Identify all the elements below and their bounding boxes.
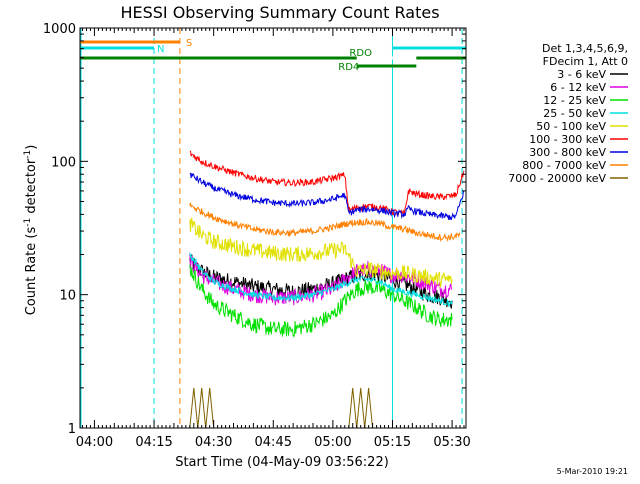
legend-header-2: FDecim 1, Att 0	[543, 55, 628, 68]
series-line	[189, 202, 461, 243]
y-tick-label: 100	[51, 155, 76, 170]
flag-label: RDO	[349, 48, 372, 59]
footer-timestamp: 5-Mar-2010 19:21	[557, 467, 628, 476]
flag-label: N	[157, 44, 164, 55]
legend-label: 12 - 25 keV	[543, 94, 606, 107]
y-tick-label: 1	[68, 422, 76, 437]
legend-label: 3 - 6 keV	[557, 68, 606, 81]
flag-label: S	[186, 38, 192, 49]
legend-label: 7000 - 20000 keV	[508, 172, 606, 185]
legend-label: 800 - 7000 keV	[522, 159, 606, 172]
x-tick-label: 05:30	[433, 435, 470, 450]
series-line	[189, 172, 465, 221]
series-line	[189, 254, 453, 310]
x-tick-label: 04:45	[255, 435, 292, 450]
x-tick-label: 05:00	[314, 435, 351, 450]
tick-labels: 1 10 100 1000 04:00 04:15 04:30 04:45 05:00 05:15…	[43, 22, 471, 450]
x-tick-label: 05:15	[374, 435, 411, 450]
axes	[79, 27, 467, 429]
legend-label: 50 - 100 keV	[536, 120, 606, 133]
chart-title: HESSI Observing Summary Count Rates	[120, 3, 439, 22]
y-label-sup1: -1	[23, 218, 33, 227]
series-line	[189, 150, 465, 216]
legend-label: 6 - 12 keV	[550, 81, 606, 94]
flag-bars: S N RDO RD4	[80, 38, 466, 73]
series-line	[189, 252, 453, 308]
y-label-mid: detector	[24, 158, 39, 218]
series-line	[189, 217, 453, 288]
y-tick-label: 1000	[43, 22, 76, 37]
flag-label: RD4	[338, 62, 359, 73]
y-label-main: Count Rate (s	[24, 227, 39, 316]
y-label-end: )	[24, 145, 39, 150]
x-tick-label: 04:30	[195, 435, 232, 450]
series-line	[189, 264, 453, 338]
series-line	[189, 387, 374, 429]
x-tick-label: 04:15	[135, 435, 172, 450]
legend: Det 1,3,4,5,6,9, FDecim 1, Att 0 3 - 6 k…	[508, 42, 628, 185]
legend-label: 25 - 50 keV	[543, 107, 606, 120]
legend-label: 100 - 300 keV	[529, 133, 606, 146]
y-axis-label: Count Rate (s-1 detector-1)	[23, 145, 39, 316]
legend-header-1: Det 1,3,4,5,6,9,	[542, 42, 628, 55]
y-tick-label: 10	[59, 289, 76, 304]
series-lines	[189, 150, 465, 429]
x-axis-label: Start Time (04-May-09 03:56:22)	[175, 455, 389, 470]
legend-label: 300 - 800 keV	[529, 146, 606, 159]
series-line	[189, 254, 453, 306]
x-tick-label: 04:00	[76, 435, 113, 450]
y-label-sup2: -1	[23, 150, 33, 159]
